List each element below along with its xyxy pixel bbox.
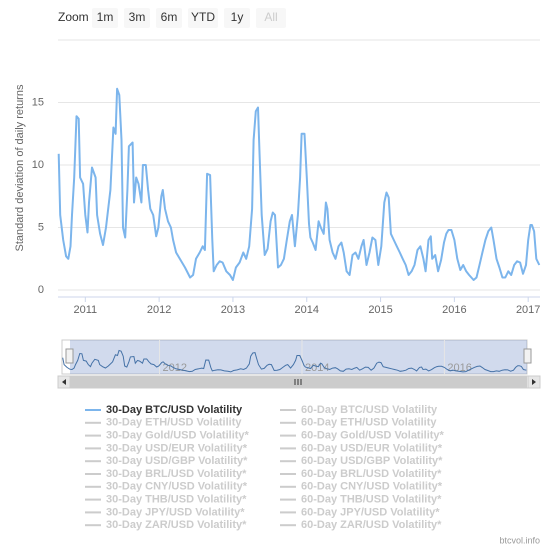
zoom-label: Zoom xyxy=(58,10,89,24)
legend-item[interactable]: 60-Day BTC/USD Volatility xyxy=(301,404,438,416)
navigator-handle[interactable] xyxy=(523,348,532,364)
legend-item[interactable]: 30-Day ZAR/USD Volatility* xyxy=(106,519,247,531)
x-tick-label: 2011 xyxy=(73,304,97,316)
zoom-button[interactable] xyxy=(188,8,218,28)
navigator-line xyxy=(62,349,527,373)
zoom-button-label[interactable]: 1y xyxy=(231,10,244,24)
x-tick-label: 2014 xyxy=(295,304,319,316)
x-tick-label: 2015 xyxy=(368,304,392,316)
legend-item[interactable]: 60-Day THB/USD Volatility* xyxy=(301,494,442,506)
zoom-button[interactable] xyxy=(256,8,286,28)
legend-item[interactable]: 60-Day JPY/USD Volatility* xyxy=(301,506,440,518)
zoom-button-label[interactable]: 3m xyxy=(129,10,146,24)
x-tick-label: 2013 xyxy=(221,304,245,316)
legend-item[interactable]: 30-Day THB/USD Volatility* xyxy=(106,494,247,506)
series-line xyxy=(57,87,541,281)
navigator-tick-label: 2014 xyxy=(305,362,329,374)
legend-item[interactable]: 60-Day USD/GBP Volatility* xyxy=(301,455,443,467)
x-tick-label: 2017 xyxy=(516,304,540,316)
zoom-button-label[interactable]: YTD xyxy=(191,10,215,24)
zoom-button[interactable] xyxy=(92,8,118,28)
credit[interactable]: btcvol.info xyxy=(499,535,540,545)
zoom-button[interactable] xyxy=(156,8,182,28)
legend-item[interactable]: 30-Day Gold/USD Volatility* xyxy=(106,430,250,442)
legend-item[interactable]: 60-Day ETH/USD Volatility xyxy=(301,417,437,429)
legend-item[interactable]: 30-Day BTC/USD Volatility xyxy=(106,404,243,416)
zoom-button[interactable] xyxy=(124,8,150,28)
x-tick-label: 2016 xyxy=(442,304,466,316)
navigator-mask[interactable] xyxy=(70,340,527,374)
legend-item[interactable]: 60-Day USD/EUR Volatility* xyxy=(301,442,443,454)
legend-item[interactable]: 30-Day CNY/USD Volatility* xyxy=(106,481,248,493)
legend-item[interactable]: 60-Day CNY/USD Volatility* xyxy=(301,481,443,493)
legend-item[interactable]: 30-Day JPY/USD Volatility* xyxy=(106,506,245,518)
zoom-button-label[interactable]: All xyxy=(264,10,277,24)
legend-item[interactable]: 60-Day Gold/USD Volatility* xyxy=(301,430,445,442)
y-axis-label: Standard deviation of daily returns xyxy=(14,84,26,251)
y-tick-label: 15 xyxy=(32,96,44,108)
y-tick-label: 0 xyxy=(38,284,44,296)
legend-item[interactable]: 60-Day BRL/USD Volatility* xyxy=(301,468,442,480)
zoom-button[interactable] xyxy=(224,8,250,28)
zoom-button-label[interactable]: 1m xyxy=(97,10,114,24)
legend-item[interactable]: 30-Day USD/EUR Volatility* xyxy=(106,442,248,454)
y-tick-label: 5 xyxy=(38,221,44,233)
navigator-tick-label: 2016 xyxy=(447,362,471,374)
zoom-button-label[interactable]: 6m xyxy=(161,10,178,24)
y-tick-label: 10 xyxy=(32,159,44,171)
legend-item[interactable]: 30-Day USD/GBP Volatility* xyxy=(106,455,248,467)
legend-item[interactable]: 30-Day BRL/USD Volatility* xyxy=(106,468,247,480)
navigator-handle[interactable] xyxy=(65,348,74,364)
legend-item[interactable]: 30-Day ETH/USD Volatility xyxy=(106,417,242,429)
scrollbar-grip xyxy=(294,379,302,385)
x-tick-label: 2012 xyxy=(147,304,171,316)
legend-item[interactable]: 60-Day ZAR/USD Volatility* xyxy=(301,519,442,531)
